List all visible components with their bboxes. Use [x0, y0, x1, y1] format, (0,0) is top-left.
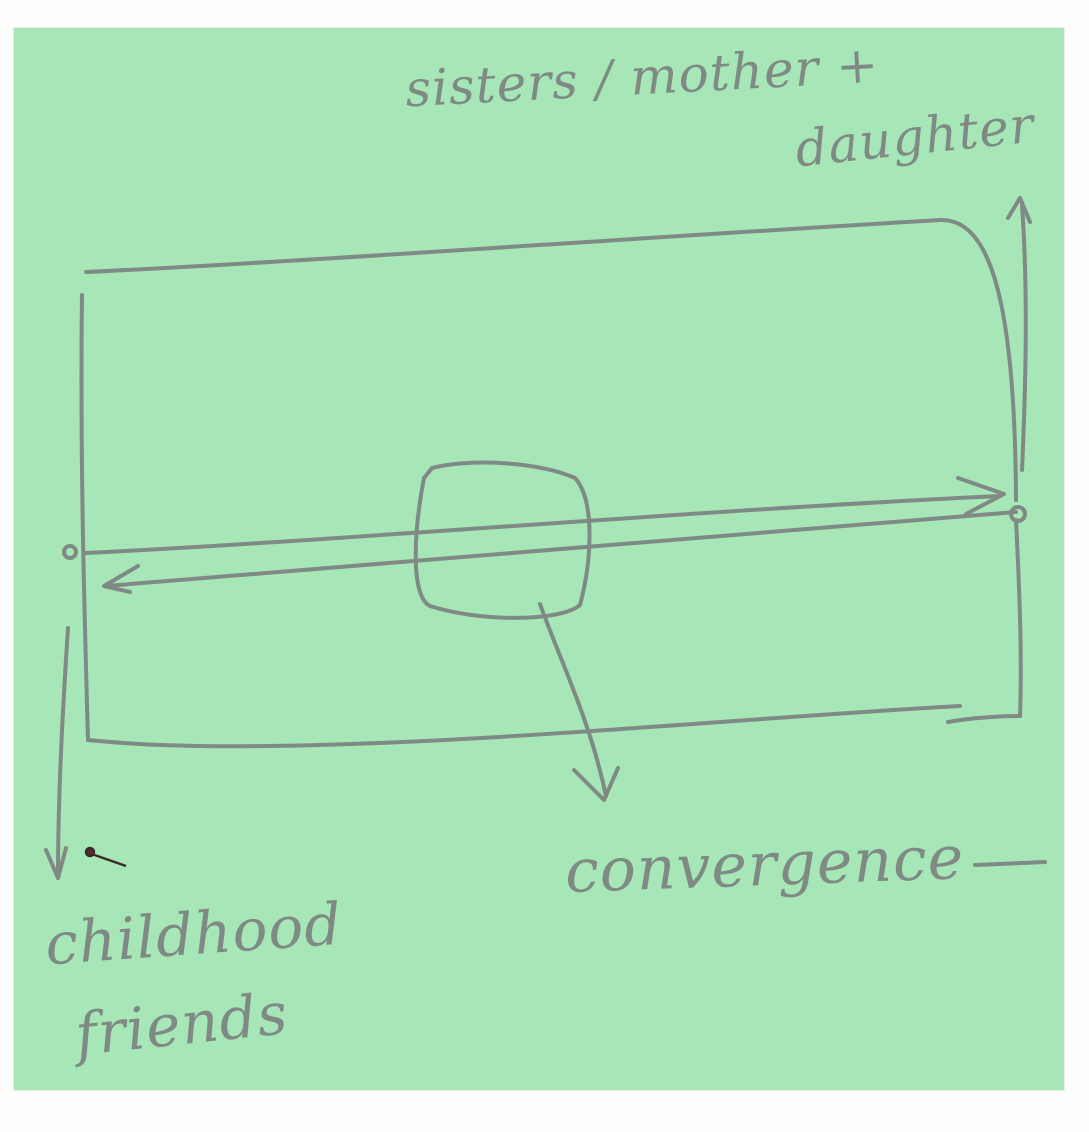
left-endpoint [62, 544, 78, 560]
convergence-arrow-head [572, 766, 620, 802]
label-convergence: convergence [563, 823, 966, 907]
outer-box-top [84, 217, 1018, 502]
left-down-arrow-head [44, 846, 68, 880]
convergence-underline [973, 860, 1047, 867]
outer-box-bottom [86, 704, 962, 749]
right-endpoint [1009, 505, 1027, 523]
pin-mark [84, 846, 127, 868]
left-down-arrow-shaft [56, 626, 70, 880]
right-up-arrow-shaft [1020, 203, 1028, 472]
outer-box-left [79, 293, 90, 742]
sticky-note [14, 28, 1064, 1090]
right-arrow-head [956, 476, 1006, 516]
convergence-arrow-shaft [538, 602, 608, 798]
right-up-arrow-head [1006, 196, 1032, 224]
convergence-box [413, 460, 592, 620]
outer-box-right-bottom [946, 518, 1023, 724]
left-arrow-shaft [104, 510, 1018, 588]
right-arrow-shaft [84, 494, 1002, 555]
left-arrow-head [102, 564, 140, 594]
